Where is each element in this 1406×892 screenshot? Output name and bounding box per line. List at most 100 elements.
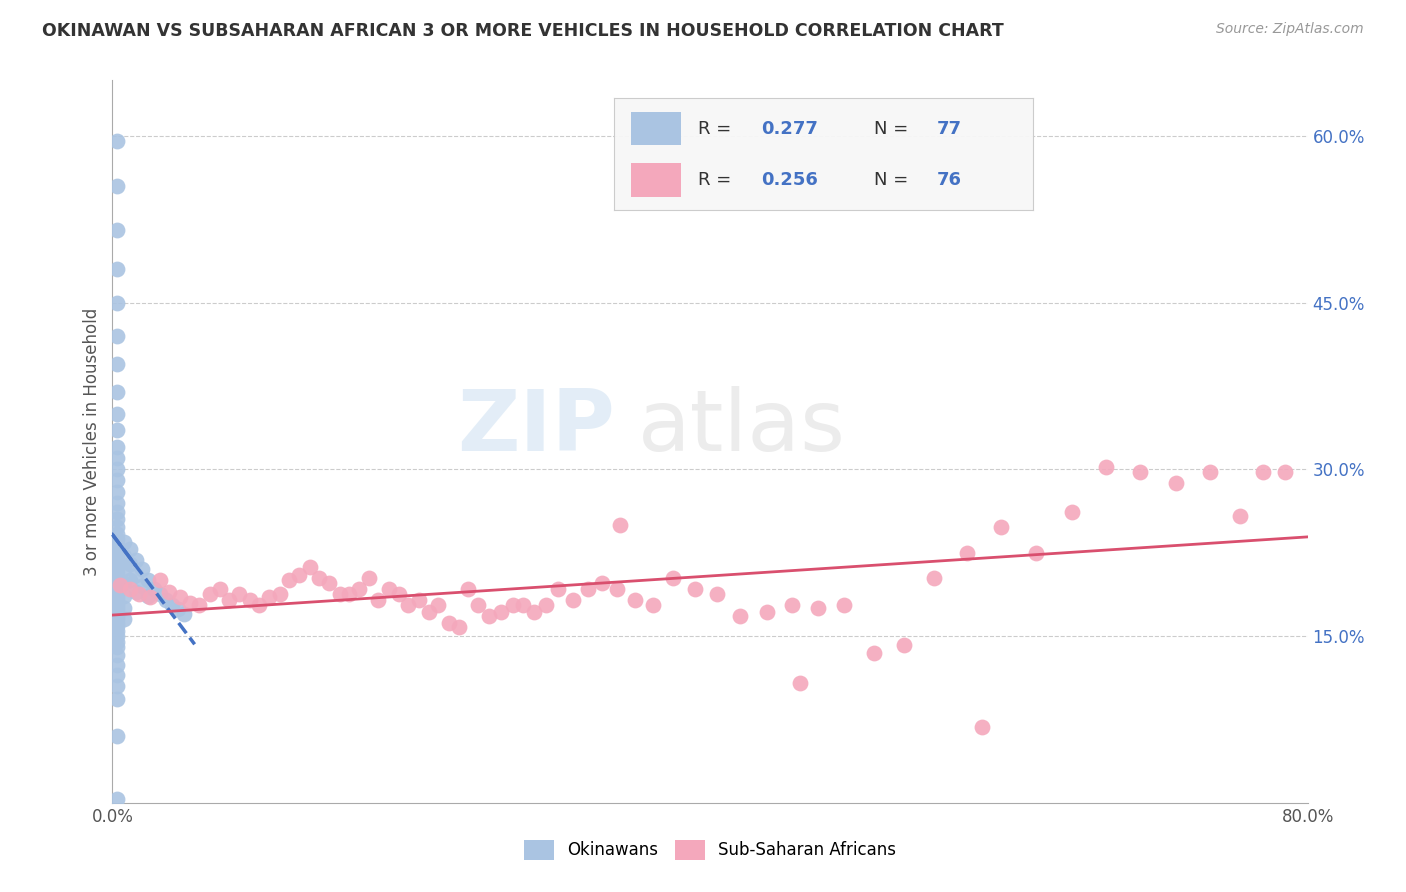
Point <box>105 612 128 626</box>
Point <box>259 590 281 604</box>
Point <box>239 593 262 607</box>
Point <box>105 581 128 595</box>
Point <box>624 593 647 607</box>
Point <box>105 484 128 499</box>
Point <box>120 557 142 571</box>
Point <box>105 729 128 743</box>
Point <box>155 593 177 607</box>
Point <box>105 596 128 610</box>
Point <box>162 598 183 612</box>
Point <box>228 587 250 601</box>
Point <box>643 598 665 612</box>
Point <box>105 407 128 421</box>
Point <box>125 553 148 567</box>
Point <box>149 587 172 601</box>
Point <box>512 598 534 612</box>
Text: ZIP: ZIP <box>457 385 614 468</box>
Point <box>547 582 569 597</box>
Point <box>105 556 128 570</box>
Point <box>105 589 128 603</box>
Point <box>534 598 557 612</box>
Point <box>105 223 128 237</box>
Point <box>1199 465 1222 479</box>
Point <box>893 638 915 652</box>
Point <box>169 590 191 604</box>
Point <box>780 598 803 612</box>
Point <box>105 329 128 343</box>
Point <box>105 462 128 476</box>
Y-axis label: 3 or more Vehicles in Household: 3 or more Vehicles in Household <box>83 308 101 575</box>
Point <box>523 605 546 619</box>
Point <box>179 596 201 610</box>
Point <box>114 549 135 563</box>
Point <box>105 384 128 399</box>
Legend: Okinawans, Sub-Saharan Africans: Okinawans, Sub-Saharan Africans <box>517 833 903 867</box>
Point <box>105 640 128 655</box>
Point <box>105 657 128 672</box>
Point <box>489 605 512 619</box>
Point <box>388 587 411 601</box>
Point <box>209 582 232 597</box>
Point <box>105 599 128 613</box>
Point <box>105 526 128 541</box>
Point <box>114 534 135 549</box>
Text: Source: ZipAtlas.com: Source: ZipAtlas.com <box>1216 22 1364 37</box>
Point <box>105 451 128 466</box>
Point <box>105 679 128 693</box>
Point <box>105 602 128 616</box>
Point <box>105 624 128 638</box>
Point <box>105 592 128 607</box>
Point <box>247 598 270 612</box>
Point <box>105 496 128 510</box>
Point <box>755 605 778 619</box>
Point <box>1274 465 1296 479</box>
Point <box>105 533 128 547</box>
Point <box>105 505 128 519</box>
Point <box>367 593 389 607</box>
Point <box>131 562 153 576</box>
Point <box>467 598 489 612</box>
Point <box>105 512 128 526</box>
Point <box>105 569 128 583</box>
Point <box>288 568 311 582</box>
Point <box>105 560 128 574</box>
Point <box>114 575 135 590</box>
Point <box>661 571 683 585</box>
Point <box>114 612 135 626</box>
Point <box>131 579 153 593</box>
Point <box>789 675 811 690</box>
Point <box>114 589 135 603</box>
Point <box>834 598 856 612</box>
Point <box>478 609 501 624</box>
Point <box>105 792 128 806</box>
Point <box>396 598 419 612</box>
Point <box>105 474 128 488</box>
Point <box>329 587 352 601</box>
Point <box>105 262 128 277</box>
Point <box>561 593 583 607</box>
Point <box>105 520 128 534</box>
Text: atlas: atlas <box>638 385 846 468</box>
Point <box>457 582 479 597</box>
Point <box>277 574 299 588</box>
Point <box>105 547 128 561</box>
Point <box>218 593 240 607</box>
Point <box>125 568 148 582</box>
Point <box>105 692 128 706</box>
Point <box>120 542 142 557</box>
Point <box>105 135 128 149</box>
Point <box>105 668 128 682</box>
Point <box>114 562 135 576</box>
Point <box>139 590 162 604</box>
Point <box>105 565 128 579</box>
Point <box>298 560 321 574</box>
Point <box>922 571 945 585</box>
Point <box>149 574 172 588</box>
Point <box>143 582 166 597</box>
Point <box>157 584 180 599</box>
Point <box>1095 460 1118 475</box>
Point <box>173 607 195 621</box>
Text: OKINAWAN VS SUBSAHARAN AFRICAN 3 OR MORE VEHICLES IN HOUSEHOLD CORRELATION CHART: OKINAWAN VS SUBSAHARAN AFRICAN 3 OR MORE… <box>42 22 1004 40</box>
Point <box>105 609 128 624</box>
Point <box>269 587 291 601</box>
